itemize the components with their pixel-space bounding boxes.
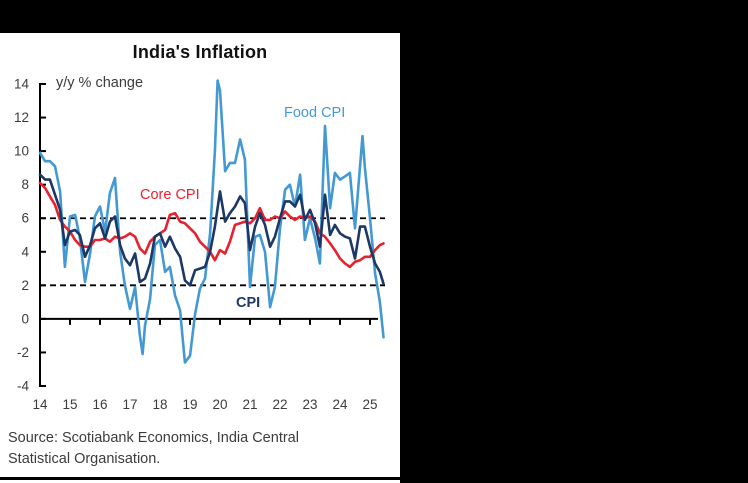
series-label-cpi: CPI [236, 295, 261, 311]
source-note: Source: Scotiabank Economics, India Cent… [8, 428, 396, 470]
x-tick-label: 20 [212, 397, 227, 412]
x-axis: 14 15 16 17 18 19 20 21 22 23 24 25 [32, 317, 378, 412]
y-tick-label: 10 [14, 144, 29, 159]
series-lines [38, 79, 385, 364]
x-tick-label: 17 [122, 397, 137, 412]
x-tick-label: 19 [182, 397, 197, 412]
chart-panel: 14 12 10 8 6 4 2 0 -2 -4 14 15 16 17 18 19 20 21 22 23 24 25 … [0, 33, 400, 483]
series-line-core-cpi [38, 181, 385, 269]
series-label-food-cpi: Food CPI [284, 105, 346, 121]
y-tick-label: 4 [21, 244, 29, 259]
y-tick-label: 6 [21, 211, 29, 226]
y-tick-label: -4 [17, 379, 29, 394]
panel-bottom-divider [0, 477, 400, 480]
y-tick-label: 8 [21, 177, 29, 192]
reference-lines [40, 217, 385, 287]
x-tick-label: 18 [152, 397, 167, 412]
y-tick-label: 12 [14, 110, 29, 125]
series-line-cpi [38, 173, 385, 287]
source-line-1: Source: Scotiabank Economics, India Cent… [8, 430, 299, 446]
y-axis-note: y/y % change [56, 75, 144, 91]
x-tick-label: 22 [272, 397, 287, 412]
y-tick-label: 2 [21, 278, 29, 293]
series-line-food-cpi [38, 79, 385, 364]
x-tick-label: 14 [32, 397, 48, 412]
y-tick-label: -2 [17, 345, 29, 360]
source-line-2: Statistical Organisation. [8, 451, 161, 467]
series-label-core-cpi: Core CPI [140, 187, 200, 203]
chart-title: India's Inflation [132, 42, 268, 62]
x-tick-label: 15 [62, 397, 77, 412]
y-tick-label: 0 [21, 311, 29, 326]
y-tick-label: 14 [14, 77, 30, 92]
x-tick-label: 23 [302, 397, 317, 412]
x-tick-label: 16 [92, 397, 107, 412]
x-tick-label: 25 [362, 397, 377, 412]
y-axis: 14 12 10 8 6 4 2 0 -2 -4 [14, 77, 46, 394]
x-tick-label: 21 [242, 397, 257, 412]
x-tick-label: 24 [332, 397, 348, 412]
